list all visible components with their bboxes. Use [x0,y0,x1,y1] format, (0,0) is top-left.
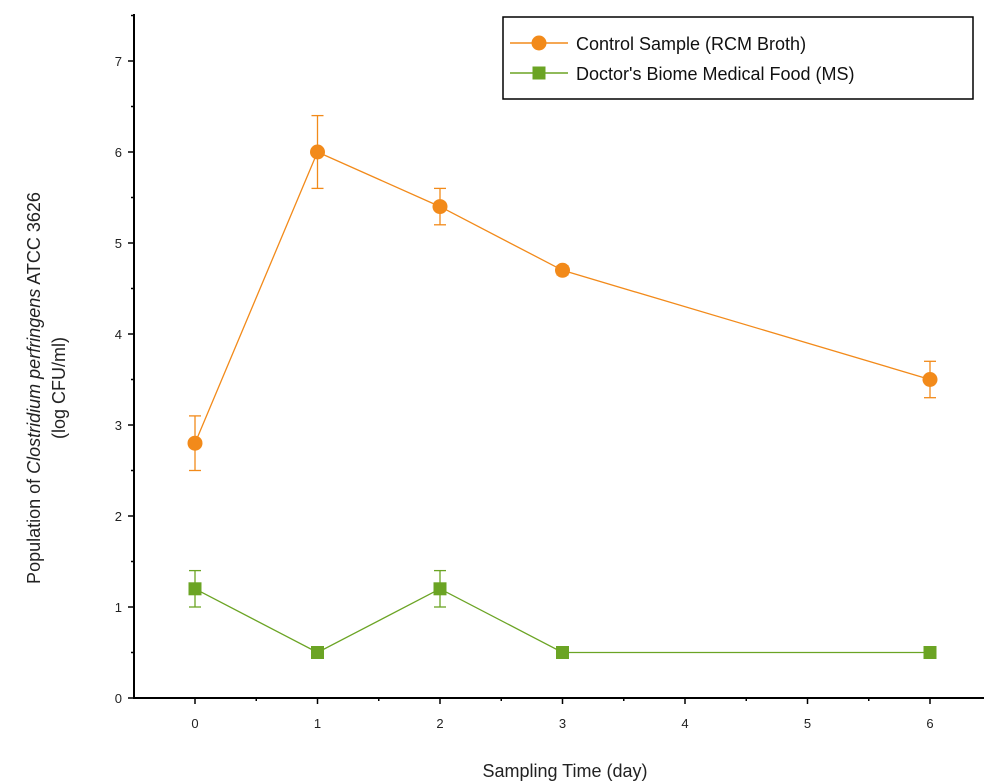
x-tick-label: 5 [804,716,811,731]
legend-item: Control Sample (RCM Broth) [510,34,806,54]
y-axis-title-italic: Clostridium perfringens [24,289,44,474]
legend-item: Doctor's Biome Medical Food (MS) [510,64,855,84]
data-point [432,199,448,215]
x-tick-label: 4 [681,716,688,731]
y-tick-label: 3 [115,418,122,433]
legend: Control Sample (RCM Broth) Doctor's Biome… [502,16,974,100]
y-axis-title-suffix: ATCC 3626 [24,192,44,289]
axis-ticks: 0 1 2 3 4 5 6 7 0 1 2 3 4 5 6 [115,14,934,731]
x-tick-label: 6 [926,716,933,731]
legend-items: Control Sample (RCM Broth) Doctor's Biome… [510,34,855,84]
y-tick-label: 4 [115,327,122,342]
x-tick-label: 0 [191,716,198,731]
legend-swatch-marker [532,66,546,80]
data-point [923,646,937,659]
y-axis-title-line2: (log CFU/ml) [49,337,69,439]
x-tick-label: 3 [559,716,566,731]
legend-box [502,16,974,100]
y-tick-label: 2 [115,509,122,524]
series-1 [188,569,937,659]
data-point [556,646,569,659]
y-tick-label: 6 [115,145,122,160]
legend-label: Doctor's Biome Medical Food (MS) [576,64,855,84]
data-point [311,646,324,659]
y-axis-title: Population of Clostridium perfringens AT… [24,192,69,584]
data-point [555,262,570,278]
series-0 [187,114,938,472]
y-axis-title-line1: Population of Clostridium perfringens AT… [24,192,44,584]
data-point [188,582,202,596]
data-point [187,435,203,451]
y-tick-label: 5 [115,236,122,251]
data-point [922,372,938,387]
series-line [194,151,931,444]
y-tick-label: 1 [115,600,122,615]
data-point [433,582,447,596]
legend-label: Control Sample (RCM Broth) [576,34,806,54]
y-tick-label: 7 [115,54,122,69]
y-tick-label: 0 [115,691,122,706]
data-point [310,144,325,160]
series-line [194,588,930,654]
legend-swatch-marker [531,35,547,51]
x-tick-label: 1 [314,716,321,731]
y-axis-title-prefix: Population of [24,474,44,584]
x-axis-title: Sampling Time (day) [482,761,647,781]
x-tick-label: 2 [436,716,443,731]
axes [133,14,984,699]
series-layer [187,114,938,659]
